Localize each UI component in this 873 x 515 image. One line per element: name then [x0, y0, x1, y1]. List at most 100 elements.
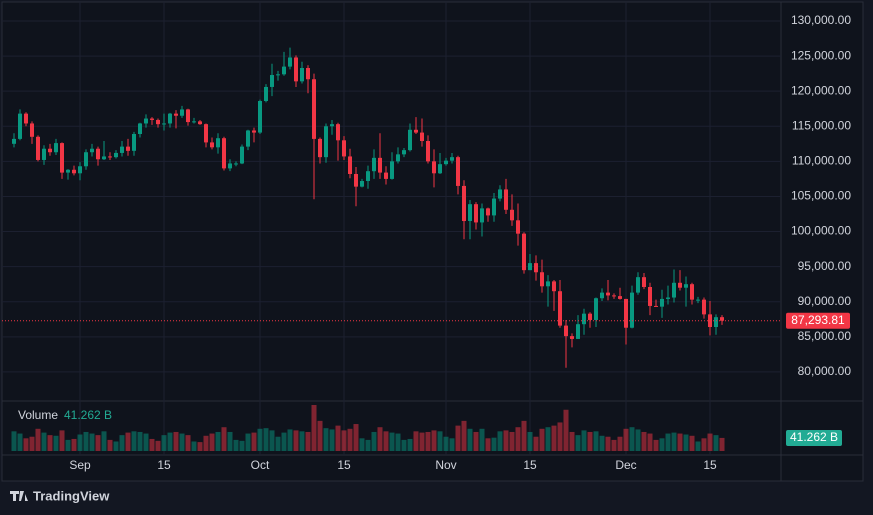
volume-badge	[786, 430, 842, 446]
y-tick-label: 130,000.00	[791, 13, 851, 27]
x-tick-label: Oct	[251, 458, 270, 472]
volume-bar	[569, 431, 575, 451]
brand-logo	[10, 491, 28, 501]
volume-bar	[197, 442, 203, 451]
volume-bar	[701, 438, 707, 451]
candle-body	[348, 156, 352, 174]
volume-bar	[77, 434, 83, 451]
volume-bar	[587, 431, 593, 451]
volume-legend-name: Volume	[18, 408, 58, 422]
volume-bar	[641, 431, 647, 451]
candle-body	[522, 233, 526, 271]
volume-bar	[317, 420, 323, 451]
volume-bar	[35, 428, 41, 451]
volume-bar	[515, 427, 521, 451]
candle-body	[114, 152, 118, 158]
volume-bar	[179, 433, 185, 451]
volume-bar	[437, 431, 443, 451]
volume-bar	[575, 435, 581, 451]
volume-bar	[383, 431, 389, 451]
volume-bar	[665, 433, 671, 451]
y-tick-label: 95,000.00	[798, 259, 852, 273]
x-tick-label: 15	[703, 458, 717, 472]
volume-bar	[257, 428, 263, 451]
candle-body	[90, 148, 94, 153]
volume-bar	[605, 436, 611, 451]
volume-bar	[323, 428, 329, 451]
candle-body	[582, 313, 586, 325]
volume-bar	[143, 433, 149, 451]
volume-bar	[293, 430, 299, 451]
volume-bar	[377, 427, 383, 451]
volume-bar	[419, 432, 425, 451]
y-tick-label: 110,000.00	[792, 154, 851, 168]
candle-body	[546, 281, 550, 287]
candle-body	[606, 292, 610, 296]
candle-body	[36, 136, 40, 160]
candle-body	[534, 263, 538, 273]
volume-bar	[545, 427, 551, 451]
candle-body	[480, 208, 484, 223]
candle-body	[288, 57, 292, 67]
candle-body	[570, 336, 574, 339]
candle-body	[210, 142, 214, 148]
candle-body	[384, 172, 388, 179]
candle-body	[18, 113, 22, 139]
volume-bar	[455, 425, 461, 451]
volume-bar	[659, 438, 665, 451]
candle-body	[150, 118, 154, 120]
candle-body	[306, 68, 310, 80]
candle-body	[234, 163, 238, 165]
volume-bar	[215, 431, 221, 451]
volume-bar	[245, 433, 251, 451]
volume-bar	[347, 428, 353, 451]
volume-bar	[401, 439, 407, 451]
candle-body	[540, 272, 544, 287]
candle-body	[126, 146, 130, 151]
volume-bar	[473, 431, 479, 451]
candle-body	[624, 298, 628, 328]
candle-body	[492, 198, 496, 216]
candle-body	[432, 161, 436, 174]
volume-bar	[431, 430, 437, 451]
volume-bar	[497, 431, 503, 451]
candle-body	[138, 123, 142, 134]
candle-body	[618, 296, 622, 299]
volume-bar	[689, 435, 695, 451]
volume-bar	[71, 438, 77, 451]
x-tick-label: 15	[337, 458, 351, 472]
candle-body	[54, 143, 58, 153]
volume-bar	[311, 405, 317, 451]
candle-body	[258, 100, 262, 133]
volume-bar	[593, 431, 599, 451]
volume-bar	[443, 436, 449, 451]
volume-bar	[617, 436, 623, 451]
volume-bar	[395, 433, 401, 451]
volume-bar	[449, 438, 455, 451]
x-tick-label: Dec	[615, 458, 636, 472]
volume-bar	[155, 440, 161, 451]
volume-bar	[149, 438, 155, 451]
candle-body	[342, 140, 346, 157]
volume-bar	[335, 425, 341, 451]
volume-bar	[371, 431, 377, 451]
candle-body	[378, 157, 382, 173]
volume-bar	[203, 435, 209, 451]
volume-bar	[233, 439, 239, 451]
y-tick-label: 120,000.00	[791, 83, 851, 97]
candle-body	[204, 124, 208, 143]
volume-bar	[185, 435, 191, 451]
candle-body	[408, 129, 412, 151]
volume-bar	[707, 433, 713, 451]
candle-body	[300, 68, 304, 82]
volume-bar	[527, 431, 533, 451]
volume-bar	[23, 438, 29, 451]
candle-body	[180, 109, 184, 116]
candle-body	[558, 291, 562, 326]
volume-bar	[581, 430, 587, 451]
volume-bar	[677, 433, 683, 451]
candle-body	[102, 156, 106, 160]
candle-body	[240, 146, 244, 164]
volume-bar	[713, 435, 719, 451]
candle-body	[60, 143, 64, 173]
